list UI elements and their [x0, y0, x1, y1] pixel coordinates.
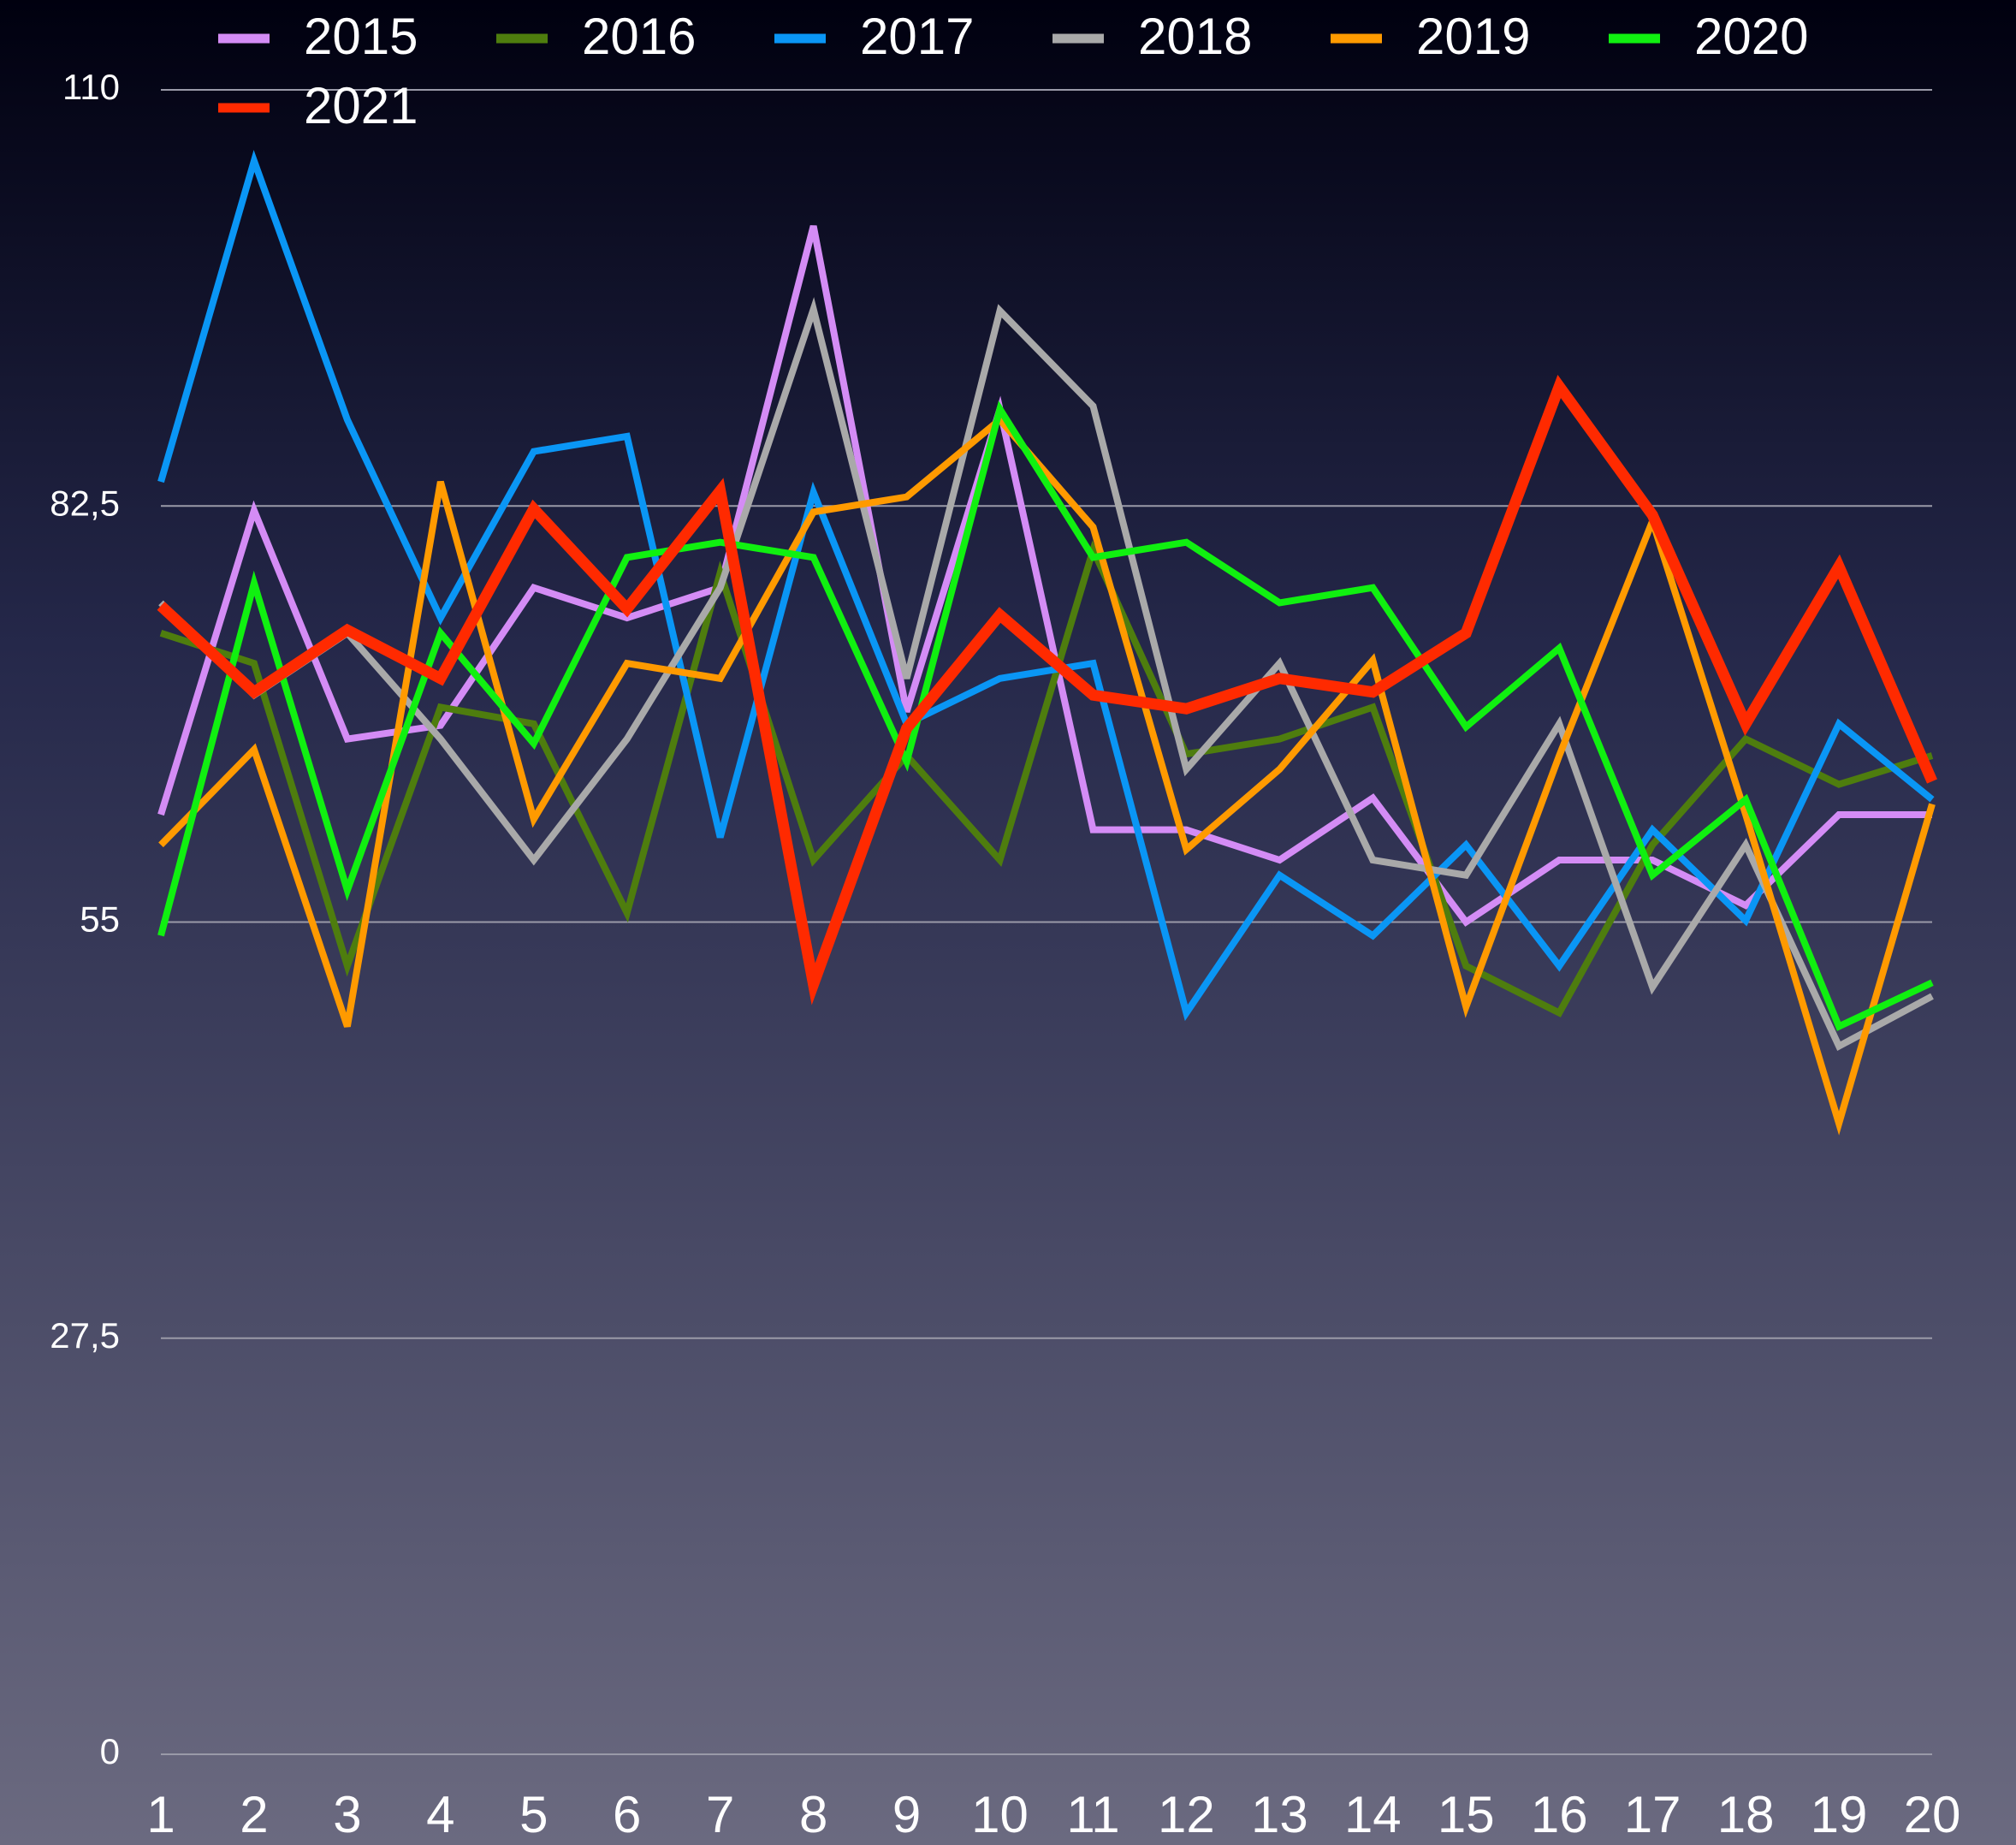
- series-line: [158, 297, 1934, 1052]
- series-line: [157, 150, 1935, 1022]
- x-tick-label: 7: [706, 1786, 734, 1843]
- x-tick-label: 10: [971, 1786, 1029, 1843]
- x-tick-label: 9: [892, 1786, 921, 1843]
- legend-label: 2020: [1694, 8, 1808, 65]
- legend-label: 2015: [304, 8, 418, 65]
- x-tick-label: 8: [799, 1786, 827, 1843]
- x-tick-label: 14: [1344, 1786, 1402, 1843]
- x-tick-label: 17: [1624, 1786, 1681, 1843]
- legend-label: 2018: [1138, 8, 1252, 65]
- x-tick-label: 15: [1438, 1786, 1495, 1843]
- x-tick-label: 1: [146, 1786, 175, 1843]
- y-tick-label: 82,5: [50, 483, 120, 523]
- series-line: [159, 540, 1934, 1017]
- x-tick-label: 11: [1066, 1786, 1119, 1843]
- x-tick-label: 5: [519, 1786, 548, 1843]
- series-line: [158, 414, 1936, 1136]
- x-tick-label: 18: [1717, 1786, 1775, 1843]
- x-tick-label: 16: [1531, 1786, 1588, 1843]
- x-tick-label: 4: [426, 1786, 454, 1843]
- x-tick-label: 13: [1251, 1786, 1308, 1843]
- x-tick-label: 6: [613, 1786, 641, 1843]
- legend-label: 2019: [1416, 8, 1530, 65]
- x-tick-label: 2: [240, 1786, 268, 1843]
- y-tick-label: 55: [80, 899, 120, 940]
- y-tick-label: 27,5: [50, 1315, 120, 1356]
- legend-label: 2021: [304, 77, 418, 134]
- y-tick-label: 0: [100, 1731, 120, 1771]
- y-tick-label: 110: [62, 67, 120, 107]
- x-tick-label: 19: [1811, 1786, 1868, 1843]
- series-line: [157, 225, 1932, 927]
- x-tick-label: 20: [1904, 1786, 1961, 1843]
- legend-label: 2016: [582, 8, 696, 65]
- x-tick-label: 12: [1158, 1786, 1215, 1843]
- series-line: [157, 374, 1937, 1006]
- x-tick-label: 3: [333, 1786, 361, 1843]
- legend-label: 2017: [860, 8, 974, 65]
